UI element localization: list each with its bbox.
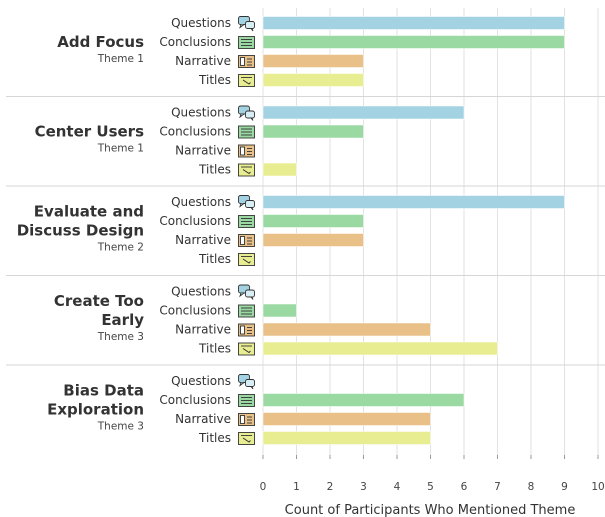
category-label: Conclusions <box>159 393 231 407</box>
group-title: Evaluate and <box>34 203 144 221</box>
group-title: Discuss Design <box>17 222 144 240</box>
category-label: Narrative <box>175 412 231 426</box>
group-title: Add Focus <box>57 33 144 51</box>
chat-bubbles-icon <box>238 374 255 390</box>
x-tick-label: 7 <box>494 481 501 493</box>
x-tick-label: 2 <box>327 481 334 493</box>
category-label: Titles <box>198 252 231 266</box>
group-title: Center Users <box>35 123 145 141</box>
category-label: Conclusions <box>159 125 231 139</box>
category-label: Titles <box>198 163 231 177</box>
bar <box>262 73 364 87</box>
category-label: Narrative <box>175 233 231 247</box>
x-tick-label: 6 <box>461 481 468 493</box>
group-subtitle: Theme 1 <box>97 143 144 155</box>
book-icon <box>238 323 255 337</box>
bar <box>262 124 364 139</box>
book-icon <box>238 55 255 68</box>
category-label: Conclusions <box>159 214 231 228</box>
title-tag-icon <box>238 432 255 445</box>
x-tick-label: 0 <box>260 481 267 493</box>
chat-bubbles-icon <box>238 16 255 32</box>
category-label: Conclusions <box>159 304 231 318</box>
bar <box>262 393 465 407</box>
notes-list-icon <box>238 304 255 318</box>
category-label: Questions <box>171 106 231 120</box>
category-label: Narrative <box>175 144 231 158</box>
x-axis-title: Count of Participants Who Mentioned Them… <box>285 503 576 517</box>
bar <box>262 214 364 228</box>
chat-bubbles-icon <box>238 195 255 211</box>
group-title: Early <box>101 311 144 329</box>
bar <box>262 16 565 30</box>
x-tick-label: 9 <box>561 481 568 493</box>
title-tag-icon <box>238 253 255 266</box>
bar <box>262 412 431 426</box>
bar <box>262 233 364 247</box>
x-tick-label: 4 <box>394 481 401 493</box>
group-subtitle: Theme 1 <box>97 53 144 65</box>
chat-bubbles-icon <box>238 284 255 300</box>
category-label: Titles <box>198 342 231 356</box>
title-tag-icon <box>238 74 255 87</box>
bar <box>262 54 364 68</box>
chat-bubbles-icon <box>238 105 255 121</box>
x-tick-label: 3 <box>360 481 367 493</box>
book-icon <box>238 413 255 426</box>
group-title: Exploration <box>47 401 144 419</box>
bar <box>262 341 498 356</box>
book-icon <box>238 234 255 247</box>
x-axis: 0 1 2 3 4 5 6 7 8 9 10 Count of Participants Who Me… <box>260 455 605 517</box>
bar <box>262 431 431 445</box>
x-tick-label: 5 <box>427 481 434 493</box>
group-title: Create Too <box>54 292 144 310</box>
category-label: Narrative <box>175 54 231 68</box>
category-label: Titles <box>198 431 231 445</box>
group-subtitle: Theme 3 <box>97 421 144 433</box>
category-label: Questions <box>171 16 231 30</box>
x-tick-label: 8 <box>528 481 535 493</box>
notes-list-icon <box>238 394 255 407</box>
bar <box>262 303 297 318</box>
bar <box>262 195 565 209</box>
group-title: Bias Data <box>63 382 144 400</box>
category-label: Narrative <box>175 323 231 337</box>
title-tag-icon <box>238 342 255 356</box>
bar <box>262 162 297 177</box>
category-label: Questions <box>171 285 231 299</box>
category-label: Conclusions <box>159 35 231 49</box>
book-icon <box>238 144 255 158</box>
category-label: Questions <box>171 374 231 388</box>
category-label: Questions <box>171 195 231 209</box>
bar <box>262 35 565 49</box>
notes-list-icon <box>238 215 255 228</box>
notes-list-icon <box>238 125 255 139</box>
title-tag-icon <box>238 163 255 177</box>
x-tick-label: 1 <box>293 481 300 493</box>
notes-list-icon <box>238 36 255 49</box>
bar <box>262 322 431 337</box>
group-separators <box>6 96 605 366</box>
theme-group: Add Focus Theme 1 Questions Conclusions Narr… <box>57 16 565 87</box>
bar <box>262 105 465 120</box>
category-label: Titles <box>198 73 231 87</box>
theme-group: Center Users Theme 1 Questions Conclusions N… <box>35 105 465 177</box>
group-subtitle: Theme 3 <box>97 331 144 343</box>
x-tick-label: 10 <box>591 481 604 493</box>
group-subtitle: Theme 2 <box>97 242 144 254</box>
